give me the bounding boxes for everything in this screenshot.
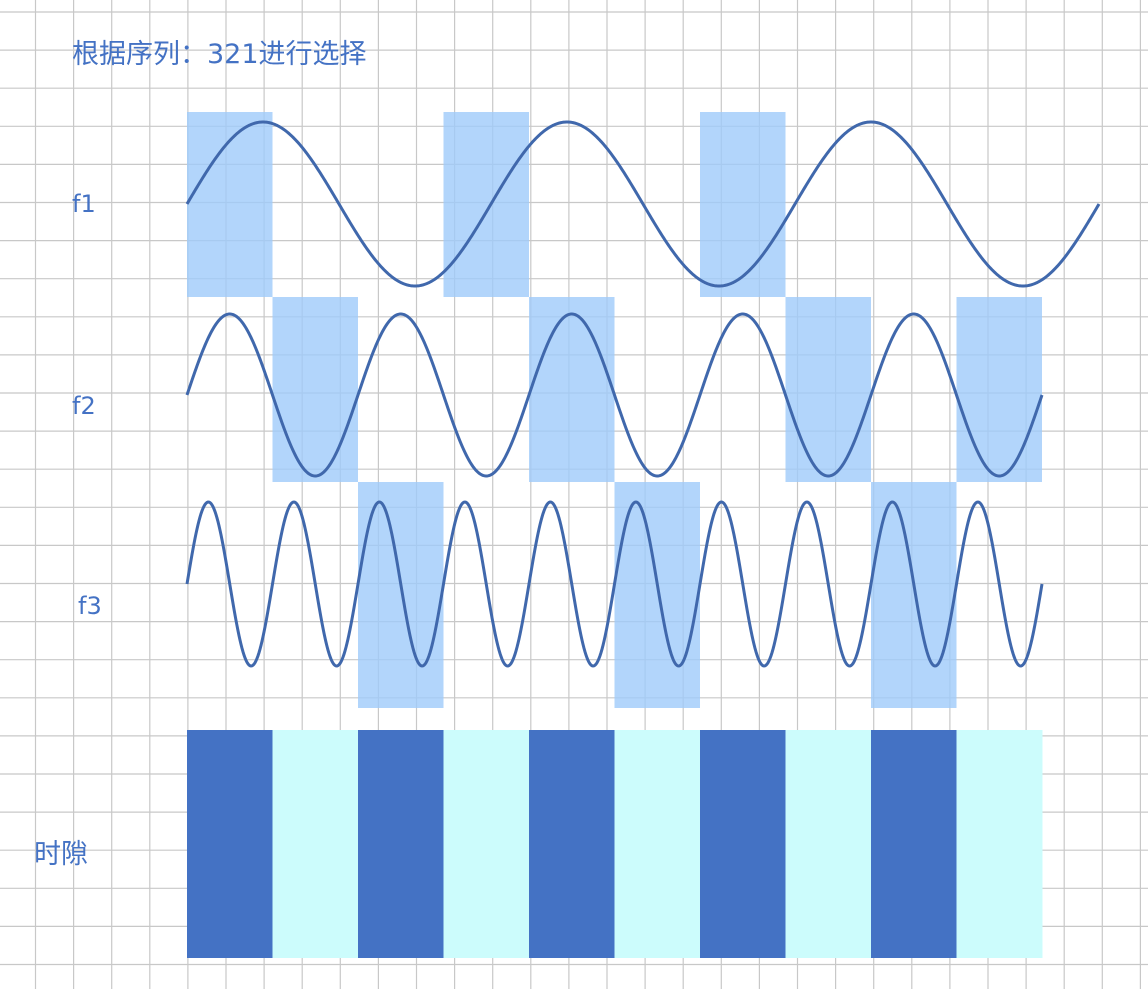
selection-highlight-f1 <box>358 482 444 708</box>
timeslot-block <box>187 730 273 958</box>
waveform-f1 <box>185 120 1101 288</box>
row-label-f3: f3 <box>78 592 102 620</box>
diagram-title: 根据序列：321进行选择 <box>72 39 367 70</box>
timeslot-block <box>614 730 701 958</box>
timeslot-block <box>443 730 530 958</box>
selection-highlight-f1 <box>614 482 700 708</box>
selection-highlight-f2 <box>529 297 615 482</box>
timeslot-block <box>871 730 957 958</box>
selection-highlight-f1 <box>871 482 957 708</box>
row-label-f1: f1 <box>72 190 96 218</box>
timeslot-block <box>956 730 1043 958</box>
selection-highlight-f2 <box>272 297 358 482</box>
row-label-f2: f2 <box>72 392 96 420</box>
timeslot-block <box>529 730 615 958</box>
timeslot-block <box>272 730 359 958</box>
timeslot-block <box>358 730 444 958</box>
selection-highlight-f3 <box>443 112 529 297</box>
selection-highlight-f3 <box>700 112 786 297</box>
waveforms <box>185 120 1101 668</box>
timeslot-block <box>700 730 786 958</box>
timeslot-label: 时隙 <box>34 839 88 870</box>
waveform-f2 <box>185 312 1044 478</box>
waveform-f3 <box>185 500 1044 668</box>
timeslot-block <box>785 730 872 958</box>
timeslot-bar <box>187 730 1043 958</box>
selection-highlight-f2 <box>956 297 1042 482</box>
selection-highlight-f2 <box>785 297 871 482</box>
selection-highlights <box>187 112 1042 708</box>
